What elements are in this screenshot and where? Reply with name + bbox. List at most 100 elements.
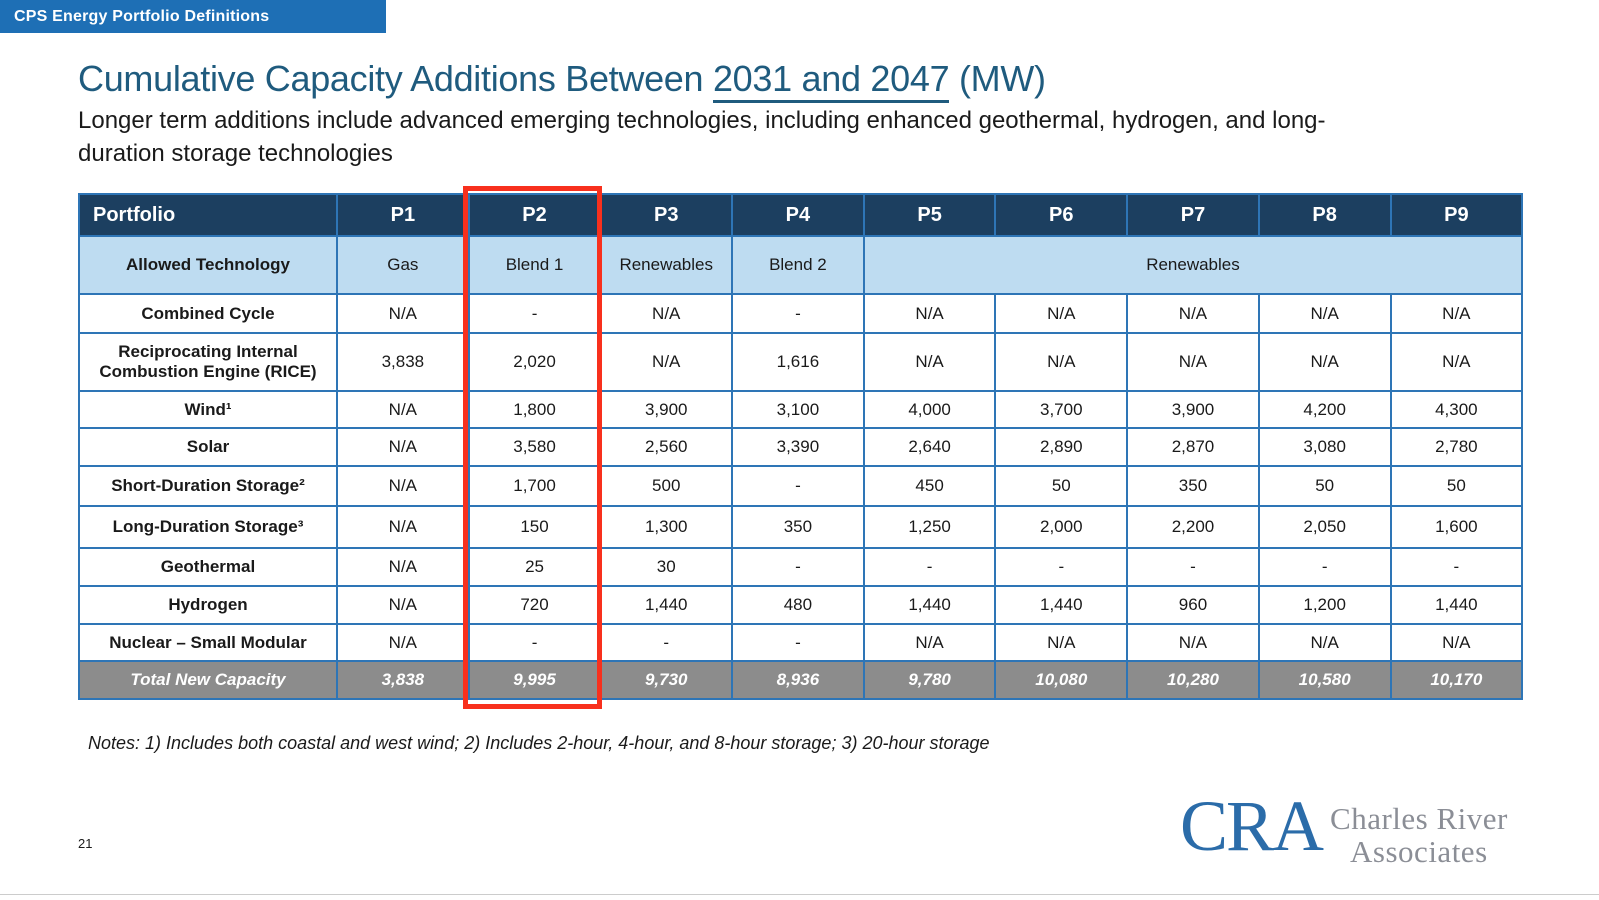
value-cell: 50: [994, 465, 1129, 507]
value-cell: 50: [1389, 465, 1524, 507]
value-cell: -: [1257, 547, 1392, 587]
value-cell: 480: [731, 585, 865, 625]
row-label: Combined Cycle: [78, 293, 338, 334]
total-value-cell: 3,838: [336, 660, 470, 700]
row-label: Hydrogen: [78, 585, 338, 625]
column-header-p7: P7: [1126, 193, 1260, 237]
value-cell: 450: [862, 465, 997, 507]
value-cell: 30: [599, 547, 734, 587]
allowed-technology-row: Allowed Technology Gas Blend 1 Renewables Bl…: [78, 235, 1524, 295]
value-cell: N/A: [1257, 623, 1392, 662]
value-cell: 3,080: [1257, 427, 1392, 467]
value-cell: 1,440: [862, 585, 997, 625]
allowed-technology-merged-cell: Renewables: [862, 235, 1524, 295]
row-label: Reciprocating Internal Combustion Engine…: [78, 332, 338, 392]
column-header-p4: P4: [731, 193, 865, 237]
value-cell: 2,890: [994, 427, 1129, 467]
total-value-cell: 9,780: [862, 660, 997, 700]
table-row: Wind¹ N/A 1,800 3,900 3,100 4,000 3,700 3,900 4,…: [78, 390, 1524, 429]
value-cell: 4,000: [862, 390, 997, 429]
value-cell: 500: [599, 465, 734, 507]
value-cell: -: [1389, 547, 1524, 587]
value-cell: 4,200: [1257, 390, 1392, 429]
title-underlined-range: 2031 and 2047: [712, 58, 950, 103]
column-header-p1: P1: [336, 193, 470, 237]
value-cell: N/A: [336, 293, 470, 334]
value-cell: N/A: [599, 332, 734, 392]
value-cell: 2,780: [1389, 427, 1524, 467]
value-cell: 150: [467, 505, 602, 549]
value-cell: 960: [1126, 585, 1260, 625]
value-cell: 3,838: [336, 332, 470, 392]
page-number: 21: [78, 836, 93, 851]
value-cell: 350: [731, 505, 865, 549]
value-cell: N/A: [1389, 293, 1524, 334]
value-cell: 3,700: [994, 390, 1129, 429]
subtitle: Longer term additions include advanced e…: [78, 104, 1326, 170]
allowed-technology-cell: Blend 1: [467, 235, 602, 295]
row-label: Wind¹: [78, 390, 338, 429]
cra-logo-monogram: CRA: [1180, 786, 1324, 866]
value-cell: 1,600: [1389, 505, 1524, 549]
value-cell: -: [731, 623, 865, 662]
value-cell: -: [994, 547, 1129, 587]
value-cell: N/A: [336, 427, 470, 467]
value-cell: 3,100: [731, 390, 865, 429]
value-cell: N/A: [862, 623, 997, 662]
value-cell: 1,300: [599, 505, 734, 549]
row-label: Allowed Technology: [78, 235, 338, 295]
value-cell: N/A: [336, 623, 470, 662]
value-cell: N/A: [1389, 623, 1524, 662]
value-cell: N/A: [336, 465, 470, 507]
cra-logo-name-line1: Charles River: [1330, 801, 1508, 836]
value-cell: -: [599, 623, 734, 662]
banner-label: CPS Energy Portfolio Definitions: [14, 8, 270, 25]
allowed-technology-cell: Gas: [336, 235, 470, 295]
value-cell: 1,440: [599, 585, 734, 625]
page-title: Cumulative Capacity Additions Between 20…: [78, 58, 1046, 103]
value-cell: -: [731, 465, 865, 507]
value-cell: -: [731, 547, 865, 587]
value-cell: 2,020: [467, 332, 602, 392]
table-row: Solar N/A 3,580 2,560 3,390 2,640 2,890 2,870 3,…: [78, 427, 1524, 467]
row-label: Nuclear – Small Modular: [78, 623, 338, 662]
value-cell: 3,580: [467, 427, 602, 467]
value-cell: 2,000: [994, 505, 1129, 549]
subtitle-line-2: duration storage technologies: [78, 140, 393, 167]
value-cell: 2,560: [599, 427, 734, 467]
value-cell: N/A: [1257, 332, 1392, 392]
row-label: Short-Duration Storage²: [78, 465, 338, 507]
row-label: Solar: [78, 427, 338, 467]
table-row: Hydrogen N/A 720 1,440 480 1,440 1,440 960 1,200…: [78, 585, 1524, 625]
value-cell: 1,616: [731, 332, 865, 392]
value-cell: N/A: [1126, 623, 1260, 662]
value-cell: N/A: [1257, 293, 1392, 334]
row-label: Long-Duration Storage³: [78, 505, 338, 549]
table-header-row: Portfolio P1 P2 P3 P4 P5 P6 P7 P8 P9: [78, 193, 1524, 237]
value-cell: N/A: [336, 505, 470, 549]
value-cell: N/A: [994, 293, 1129, 334]
value-cell: N/A: [862, 293, 997, 334]
cra-logo-name: Charles River Associates: [1330, 802, 1508, 868]
total-value-cell: 10,580: [1257, 660, 1392, 700]
value-cell: N/A: [994, 332, 1129, 392]
table-body: Allowed Technology Gas Blend 1 Renewables Bl…: [78, 235, 1524, 700]
table-row: Geothermal N/A 25 30- - - - - -: [78, 547, 1524, 587]
allowed-technology-cell: Renewables: [599, 235, 734, 295]
value-cell: 1,200: [1257, 585, 1392, 625]
title-prefix: Cumulative Capacity Additions Between: [78, 58, 713, 99]
value-cell: -: [1126, 547, 1260, 587]
row-label: Total New Capacity: [78, 660, 338, 700]
value-cell: -: [862, 547, 997, 587]
table-row: Reciprocating Internal Combustion Engine…: [78, 332, 1524, 392]
value-cell: 25: [467, 547, 602, 587]
value-cell: 2,640: [862, 427, 997, 467]
capacity-table: Portfolio P1 P2 P3 P4 P5 P6 P7 P8 P9 Allowed Tech…: [78, 193, 1524, 700]
value-cell: 1,800: [467, 390, 602, 429]
allowed-technology-cell: Blend 2: [731, 235, 865, 295]
title-suffix: (MW): [949, 58, 1046, 99]
cra-logo-name-line2: Associates: [1350, 834, 1488, 869]
total-value-cell: 10,170: [1389, 660, 1524, 700]
value-cell: 2,200: [1126, 505, 1260, 549]
